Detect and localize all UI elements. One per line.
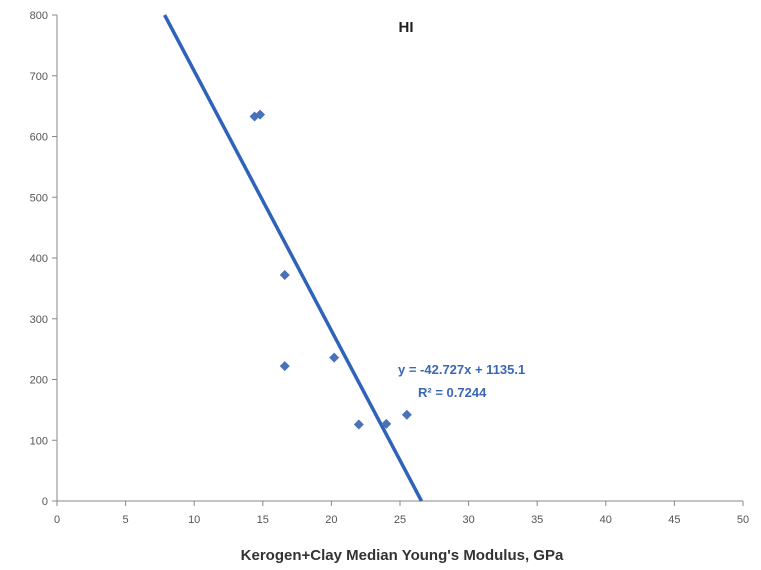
y-tick-label: 500 (30, 192, 48, 204)
data-point (381, 418, 392, 429)
x-tick-label: 20 (325, 514, 337, 526)
x-tick-label: 10 (188, 514, 200, 526)
x-tick-label: 5 (123, 514, 129, 526)
x-tick-label: 15 (257, 514, 269, 526)
x-tick-label: 30 (462, 514, 474, 526)
tick-labels: 0 100 200 300 400 500 600 700 800 0 5 10 15 20 25 30 35 4… (30, 10, 749, 526)
data-point (401, 409, 412, 420)
x-tick-label: 0 (54, 514, 60, 526)
y-tick-label: 200 (30, 375, 48, 387)
trendline (163, 14, 424, 502)
y-tick-label: 400 (30, 253, 48, 265)
trendline-r-squared: R² = 0.7244 (418, 385, 487, 400)
data-point (279, 270, 290, 281)
y-tick-label: 100 (30, 435, 48, 447)
x-tick-label: 50 (737, 514, 749, 526)
data-point (329, 352, 340, 363)
y-tick-label: 300 (30, 314, 48, 326)
data-point (353, 419, 364, 430)
chart-title: HI (399, 19, 414, 36)
data-point (255, 109, 266, 120)
y-tick-label: 0 (42, 496, 48, 508)
y-tick-label: 800 (30, 10, 48, 22)
data-points (249, 109, 412, 430)
x-axis-title: Kerogen+Clay Median Young's Modulus, GPa (241, 547, 564, 564)
trendline-group (163, 14, 424, 502)
x-tick-label: 45 (668, 514, 680, 526)
y-tick-label: 600 (30, 132, 48, 144)
axes (52, 14, 744, 506)
x-tick-label: 35 (531, 514, 543, 526)
x-tick-label: 25 (394, 514, 406, 526)
trendline-equation: y = -42.727x + 1135.1 (398, 362, 525, 377)
x-tick-label: 40 (600, 514, 612, 526)
y-tick-label: 700 (30, 71, 48, 83)
data-point (279, 361, 290, 372)
